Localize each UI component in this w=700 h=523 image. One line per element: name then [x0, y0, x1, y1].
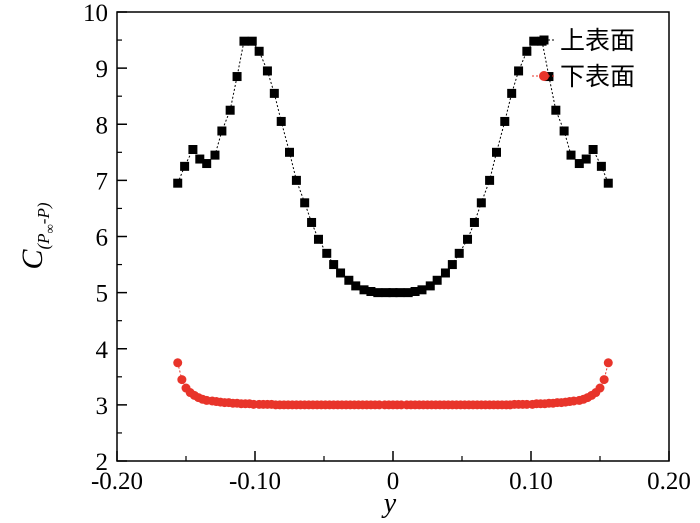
y-tick-label: 7	[96, 168, 109, 195]
series-2	[173, 358, 613, 410]
series-layer	[173, 36, 613, 410]
y-tick-label: 9	[96, 56, 109, 83]
series-line	[177, 362, 609, 406]
data-point	[202, 159, 212, 169]
data-point	[239, 36, 249, 46]
data-point	[210, 150, 220, 160]
data-point	[269, 88, 279, 98]
legend-label: 上表面	[560, 26, 635, 55]
legend-label: 下表面	[560, 62, 635, 91]
data-point	[232, 72, 242, 82]
data-point	[599, 375, 609, 385]
data-point	[507, 88, 517, 98]
data-point	[559, 126, 569, 136]
data-point	[381, 288, 391, 298]
y-axis-title-sub: (P	[34, 233, 53, 249]
x-tick-label: 0	[387, 468, 400, 495]
data-point	[276, 116, 286, 126]
data-point	[217, 126, 227, 136]
data-point	[529, 36, 539, 46]
data-point	[329, 260, 339, 270]
legend-marker	[539, 35, 549, 45]
data-point	[469, 217, 479, 227]
y-tick-label: 6	[96, 225, 109, 252]
data-point	[285, 147, 294, 157]
data-point	[188, 145, 198, 155]
x-axis: -0.20 -0.10 0 0.10 0.20	[91, 451, 691, 495]
data-point	[359, 285, 369, 295]
data-point	[247, 36, 257, 46]
data-point	[373, 288, 383, 298]
data-point	[173, 358, 183, 368]
data-point	[262, 66, 272, 76]
data-point	[595, 383, 605, 393]
data-point	[522, 46, 532, 56]
y-tick-label: 4	[96, 337, 109, 364]
y-axis-title-sub-tail: -P)	[34, 202, 53, 224]
legend-marker	[539, 71, 549, 81]
x-axis-title: y	[381, 488, 397, 519]
y-tick-label: 10	[83, 0, 108, 27]
x-tick-label: -0.20	[91, 468, 143, 495]
data-point	[395, 288, 405, 298]
data-point	[514, 66, 524, 76]
y-axis-title-sub-infinity: ∞	[42, 224, 57, 233]
data-point	[388, 288, 398, 298]
data-point	[603, 358, 613, 368]
data-point	[195, 154, 205, 164]
legend-item: 下表面	[532, 62, 635, 91]
data-point	[225, 105, 235, 115]
y-tick-label: 3	[96, 393, 109, 420]
data-point	[603, 178, 613, 188]
data-point	[440, 268, 450, 278]
y-tick-label: 2	[96, 449, 109, 476]
x-tick-label: 0.20	[647, 468, 691, 495]
y-tick-label: 8	[96, 112, 109, 139]
data-point	[485, 175, 495, 185]
data-point	[581, 154, 591, 164]
data-point	[447, 260, 457, 270]
x-tick-label: 0.10	[509, 468, 553, 495]
data-point	[366, 287, 376, 297]
y-tick-label: 5	[96, 281, 109, 308]
data-point	[307, 217, 317, 227]
y-axis-title: C(P∞-P)	[16, 202, 57, 269]
svg-text:C(P∞-P): C(P∞-P)	[16, 202, 57, 269]
legend-item: 上表面	[532, 26, 635, 55]
data-point	[403, 288, 413, 298]
data-point	[596, 161, 606, 171]
data-point	[351, 281, 361, 291]
data-point	[566, 150, 576, 160]
data-point	[417, 285, 427, 295]
data-point	[463, 234, 473, 244]
data-point	[492, 147, 501, 157]
data-point	[336, 268, 346, 278]
y-axis: 2 3 4 5 6 7 8 9 10	[83, 0, 127, 476]
data-point	[425, 281, 435, 291]
x-tick-label: -0.10	[229, 468, 281, 495]
data-point	[313, 234, 323, 244]
data-point	[254, 46, 264, 56]
data-point	[177, 375, 187, 385]
data-point	[322, 248, 332, 258]
series-1	[173, 36, 613, 298]
data-point	[574, 159, 584, 169]
data-point	[344, 275, 354, 285]
data-point	[410, 287, 420, 297]
data-point	[173, 178, 183, 188]
data-point	[432, 275, 442, 285]
data-point	[454, 248, 464, 258]
data-point	[291, 175, 301, 185]
data-point	[476, 198, 486, 208]
y-axis-title-main: C	[16, 249, 49, 270]
data-point	[300, 198, 310, 208]
data-point	[588, 145, 598, 155]
data-point	[180, 161, 190, 171]
data-point	[551, 105, 561, 115]
data-point	[500, 116, 510, 126]
